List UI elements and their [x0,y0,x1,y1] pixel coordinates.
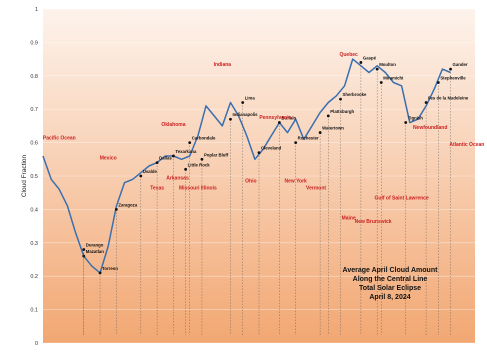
y-tick-label: 0.6 [30,141,38,147]
place-marker [82,248,86,251]
y-tick-label: 0.1 [30,308,38,314]
y-tick-label: 0.4 [30,207,38,213]
region-label: Pacific Ocean [43,135,76,141]
place-marker [449,67,452,71]
place-label: Torreon [102,266,118,271]
region-label: Oklahoma [161,122,185,128]
region-label: Pennsylvania [259,115,291,121]
place-marker [424,101,428,104]
place-marker [326,114,330,118]
place-marker [139,174,143,178]
region-label: Maine [342,215,356,221]
region-label: Missouri Illinois [179,185,217,191]
place-label: Texarkana [175,149,197,154]
place-label: Zaragoza [118,202,137,207]
region-label: Arkansas [166,175,189,181]
place-marker [339,97,342,101]
region-label: Ohio [245,179,256,185]
place-marker [257,151,261,155]
region-label: Mexico [100,155,117,161]
title-line-4: April 8, 2024 [369,294,410,301]
y-tick-label: 0.8 [30,74,38,80]
place-marker [241,101,245,104]
place-label: Buffalo [281,116,296,121]
place-label: Watertown [322,126,344,131]
chart-title: Average April Cloud Amount Along the Cen… [343,267,439,301]
y-tick-label: 0.7 [30,107,38,113]
place-marker [375,67,379,71]
place-marker [436,81,440,84]
region-label: Newfoundland [413,125,447,131]
place-label: Plattsburgh [330,109,354,114]
y-tick-label: 1 [35,7,38,13]
place-marker [184,167,188,171]
region-label: New York [285,179,308,185]
region-label: Texas [150,185,164,191]
data-line-group [42,58,451,274]
region-label: Atlantic Ocean [449,142,484,148]
y-tick-label: 0.2 [30,274,38,280]
place-label: Sherbrooke [343,92,367,97]
place-label: Moulton [379,62,396,67]
place-label: Indianapolis [232,112,258,117]
place-label: Poplar Bluff [204,152,229,157]
place-label: Miramichi [383,75,403,80]
place-marker [294,141,298,145]
place-label: Gaspé [363,55,377,60]
place-label: Rochester [298,136,319,141]
place-label: Uvalde [143,169,158,174]
place-label: Tignish [408,116,424,121]
place-marker [114,208,118,211]
place-marker [98,271,102,275]
place-marker [404,121,408,124]
title-line-3: Total Solar Eclipse [359,285,421,292]
place-label: Mazatlan [86,249,105,254]
place-marker [379,81,383,84]
place-marker [200,157,204,161]
place-label: Stephenville [440,75,466,80]
place-marker [155,161,159,165]
title-line-2: Along the Central Line [353,276,428,283]
place-marker [359,61,363,64]
region-label: Indiana [214,62,232,68]
place-label: Lima [245,96,256,101]
place-label: Dallas [159,156,172,161]
y-tick-label: 0.3 [30,241,38,247]
place-label: Little Rock [188,162,211,167]
place-marker [172,154,175,158]
region-label: New Brunswick [355,219,392,225]
region-label: Quebec [339,52,358,58]
place-marker [318,131,322,134]
place-label: Durango [86,242,104,247]
title-line-1: Average April Cloud Amount [343,267,439,274]
cloud-fraction-line [42,58,451,274]
place-label: Cleveland [261,146,282,151]
place-marker [188,141,192,145]
y-tick-label: 0 [35,341,38,347]
place-label: Iles de la Madeleine [428,96,469,101]
y-tick-label: 0.5 [30,174,38,180]
place-label: Gander [453,62,468,67]
region-label: Vermont [306,185,326,191]
y-tick-label: 0.9 [30,40,38,46]
region-labels: Pacific Ocean Mexico Texas Oklahoma Arkansas… [43,52,484,225]
place-marker [229,117,232,121]
y-axis-ticks: 0 0.1 0.2 0.3 0.4 0.5 0.6 0.7 0.8 0.9 1 [30,7,38,347]
y-axis-label: Cloud Fraction [21,154,28,197]
place-marker [277,121,281,124]
place-markers: Mazatlan Durango Torreon Zaragoza Uvalde Dall… [82,55,469,335]
region-label: Gulf of Saint Lawrence [375,195,429,201]
place-label: Carbondale [192,136,216,141]
